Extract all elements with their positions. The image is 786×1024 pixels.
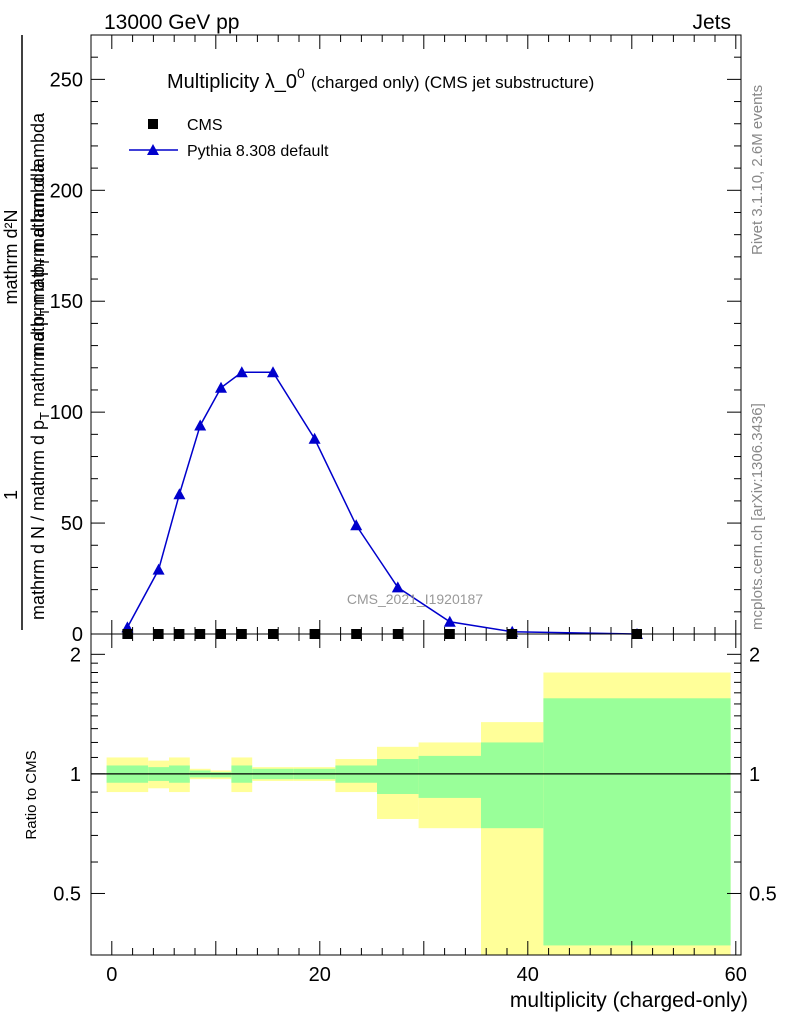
watermark: CMS_2021_I1920187 [347,591,483,607]
legend-marker-cms [148,119,158,129]
ylabel-numerator: mathrm d²N [1,209,21,304]
legend-label-mc: Pythia 8.308 default [187,143,329,160]
ratio-band-inner [481,742,544,829]
mc-marker [215,381,227,393]
main-ytick-label: 250 [50,69,83,91]
mc-marker [391,581,404,593]
main-y-ticks: 0 50 100 150 200 250 [50,56,741,646]
ratio-ytick-label: 1 [70,764,81,786]
ratio-ytick-label: 0.5 [53,883,81,905]
header-right: Jets [692,11,731,34]
mc-marker [152,563,165,575]
main-ytick-label: 50 [61,513,83,535]
ratio-band-inner [210,772,232,778]
ratio-band-inner [543,698,731,946]
ratio-ytick-label: 2 [70,644,81,666]
ratio-frame [90,633,742,956]
mc-marker [443,615,456,627]
main-ytick-label: 150 [50,291,83,313]
ratio-panel: 0.5 0.5 1 1 2 2 0 20 40 60 Ratio to CMS multipli… [23,633,777,1012]
mc-marker [267,366,279,378]
side-label-events: Rivet 3.1.10, 2.6M events [749,85,766,255]
ylabel-frac2: mathrm d N / mathrm d pT mathrm d pT mat… [28,162,52,620]
legend: CMS Pythia 8.308 default [129,117,329,160]
ratio-xtick-label: 20 [309,964,331,986]
ratio-xtick-label: 40 [517,964,539,986]
legend-label-cms: CMS [187,117,223,134]
side-label-site: mcplots.cern.ch [arXiv:1306.3436] [749,403,766,630]
mc-marker [350,519,363,531]
ratio-xtick-label: 60 [725,964,747,986]
ratio-band-inner [418,755,481,798]
ylabel-main: 1 mathrm d²N mathrm d pT mathrm d lambda… [1,35,52,630]
main-x-ticks [111,35,737,634]
header-left: 13000 GeV pp [104,11,239,34]
ratio-ytick-label-right: 0.5 [749,883,777,905]
legend-marker-mc [147,144,159,155]
ratio-y-ticks: 0.5 0.5 1 1 2 2 [53,644,777,905]
main-ytick-label: 200 [50,180,83,202]
ylabel-denominator: mathrm d pT mathrm d lambda [28,112,52,357]
mc-marker [173,488,186,500]
mc-marker [308,432,321,444]
ratio-x-ticks: 0 20 40 60 [106,634,747,986]
main-ytick-label: 0 [72,624,83,646]
ratio-band-inner [377,759,419,794]
ratio-ylabel: Ratio to CMS [23,750,40,839]
mc-marker [194,419,207,431]
ratio-xtick-label: 0 [106,964,117,986]
ylabel-one: 1 [1,490,21,500]
xlabel: multiplicity (charged-only) [510,989,748,1012]
main-panel: 0 50 100 150 200 250 CMS_2021_I1920187 Multip… [50,34,742,646]
ratio-bands-group [106,672,731,955]
ratio-ytick-label-right: 1 [749,764,760,786]
main-title: Multiplicity λ_00 (charged only) (CMS jet… [167,65,594,93]
main-ytick-label: 100 [50,402,83,424]
mc-marker [235,366,248,378]
ratio-ytick-label-right: 2 [749,644,760,666]
